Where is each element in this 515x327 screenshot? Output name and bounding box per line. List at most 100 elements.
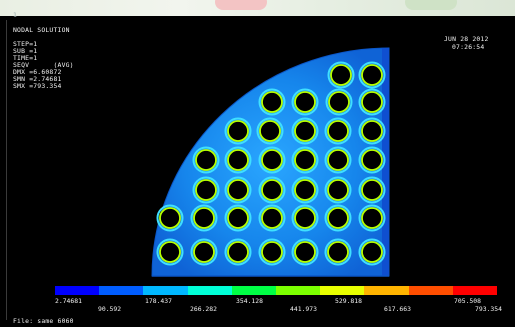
tube-hole [330, 64, 352, 86]
hole-stress-halo [324, 238, 352, 266]
legend-color-cell [408, 286, 453, 295]
info-smx: SMX =793.354 [13, 82, 62, 90]
tube-hole [327, 179, 349, 201]
hole-stress-halo [327, 61, 355, 89]
corner-mark: 1 [13, 11, 18, 19]
hole-stress-halo [192, 176, 220, 204]
file-label: File: same 6060 [13, 317, 74, 325]
tube-hole [159, 241, 181, 263]
top-strip-highlight [215, 0, 267, 10]
hole-stress-halo [291, 146, 319, 174]
hole-stress-halo [324, 204, 352, 232]
hole-stress-halo [358, 238, 386, 266]
tube-hole [294, 179, 316, 201]
legend-color-cell [99, 286, 144, 295]
hole-stress-halo [224, 117, 252, 145]
tube-hole [227, 120, 249, 142]
hole-stress-halo [358, 176, 386, 204]
hole-stress-halo [358, 146, 386, 174]
tube-hole [294, 207, 316, 229]
plot-date: JUN 28 2012 [444, 35, 489, 43]
legend-label-top: 178.437 [145, 297, 172, 305]
hole-stress-halo [291, 117, 319, 145]
tube-hole [261, 207, 283, 229]
legend-color-cell [143, 286, 188, 295]
legend-label-bottom: 793.354 [475, 305, 502, 313]
hole-stress-halo [224, 238, 252, 266]
info-result-type: SEQV (AVG) [13, 61, 74, 69]
hole-stress-halo [258, 238, 286, 266]
tube-hole [361, 120, 383, 142]
hole-stress-halo [325, 88, 353, 116]
tube-hole [327, 207, 349, 229]
tube-hole [294, 241, 316, 263]
tube-hole [294, 120, 316, 142]
hole-stress-halo [291, 176, 319, 204]
tube-holes [156, 61, 386, 266]
tube-hole [193, 241, 215, 263]
hole-stress-halo [258, 88, 286, 116]
tube-hole [361, 91, 383, 113]
tube-hole [227, 207, 249, 229]
legend-color-cell [452, 286, 498, 295]
tube-hole [261, 91, 283, 113]
legend-color-cell [276, 286, 321, 295]
tube-hole [195, 149, 217, 171]
window-top-strip [0, 0, 515, 16]
left-frame-line [6, 20, 7, 320]
hole-stress-halo [258, 204, 286, 232]
plot-title: NODAL SOLUTION [13, 26, 70, 34]
tube-hole [294, 149, 316, 171]
legend-color-cell [187, 286, 232, 295]
info-dmx: DMX =6.60872 [13, 68, 62, 76]
contour-legend [55, 286, 498, 295]
plot-time: 07:26:54 [452, 43, 485, 51]
tube-hole [327, 241, 349, 263]
hole-stress-halo [358, 117, 386, 145]
tube-hole [195, 179, 217, 201]
tube-hole [261, 179, 283, 201]
tube-hole [361, 179, 383, 201]
hole-stress-halo [324, 176, 352, 204]
tube-hole [327, 120, 349, 142]
tube-hole [361, 241, 383, 263]
hole-stress-halo [291, 88, 319, 116]
info-smn: SMN =2.74681 [13, 75, 62, 83]
legend-color-cell [364, 286, 409, 295]
right-edge-band [382, 48, 389, 276]
hole-stress-halo [192, 146, 220, 174]
legend-label-bottom: 90.592 [98, 305, 122, 313]
hole-stress-halo [190, 238, 218, 266]
tube-hole [261, 241, 283, 263]
hole-stress-halo [156, 238, 184, 266]
hole-stress-halo [358, 61, 386, 89]
tube-hole [294, 91, 316, 113]
legend-label-bottom: 266.282 [190, 305, 217, 313]
legend-label-bottom: 441.973 [290, 305, 317, 313]
tube-hole [361, 149, 383, 171]
legend-label-top: 529.818 [335, 297, 362, 305]
tube-hole [227, 149, 249, 171]
info-step: STEP=1 [13, 40, 38, 48]
tube-hole [193, 207, 215, 229]
hole-stress-halo [291, 204, 319, 232]
hole-stress-halo [258, 146, 286, 174]
hole-stress-halo [224, 176, 252, 204]
legend-label-top: 354.128 [236, 297, 263, 305]
info-substep: SUB =1 [13, 47, 38, 55]
hole-stress-halo [258, 176, 286, 204]
hole-stress-halo [156, 204, 184, 232]
tube-hole [227, 179, 249, 201]
hole-stress-halo [358, 88, 386, 116]
legend-color-cell [320, 286, 365, 295]
hole-stress-halo [256, 117, 284, 145]
info-time: TIME=1 [13, 54, 38, 62]
hole-stress-halo [224, 204, 252, 232]
hole-stress-halo [190, 204, 218, 232]
legend-label-bottom: 617.663 [384, 305, 411, 313]
tube-hole [159, 207, 181, 229]
legend-label-top: 705.508 [454, 297, 481, 305]
hole-stress-halo [224, 146, 252, 174]
legend-color-cell [231, 286, 277, 295]
